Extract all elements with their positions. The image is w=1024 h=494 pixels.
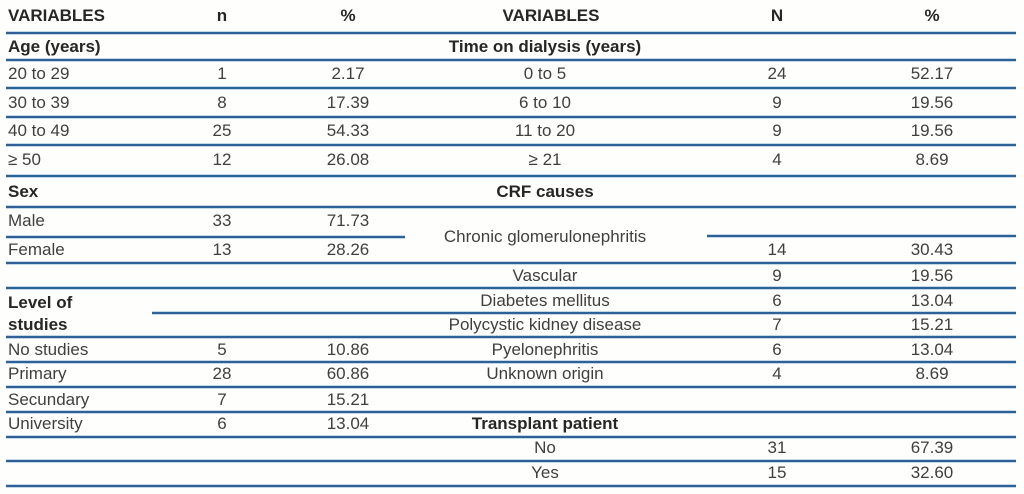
row-label: Diabetes mellitus [480, 291, 610, 310]
row-label: Female [8, 240, 65, 259]
cell-n: 14 [767, 240, 787, 259]
row-label: Polycystic kidney disease [448, 315, 642, 334]
row-label: 20 to 29 [8, 64, 70, 83]
cell-n: 12 [212, 150, 232, 169]
table-rule [6, 436, 1016, 438]
table-rule-partial-left [6, 236, 405, 238]
section-title-studies: Level of studies [8, 293, 73, 334]
cell-n: 4 [772, 150, 782, 169]
section-title-transplant: Transplant patient [471, 414, 619, 433]
cell-pct: 13.04 [326, 414, 370, 433]
cell-n: 13 [212, 240, 232, 259]
table-rule [6, 116, 1016, 118]
cell-n: 6 [217, 414, 227, 433]
table-rule [6, 460, 1016, 462]
cell-pct: 30.43 [910, 240, 954, 259]
section-title-dialysis: Time on dialysis (years) [448, 37, 642, 56]
cell-pct: 13.04 [910, 291, 954, 310]
row-label: 11 to 20 [514, 121, 576, 140]
cell-pct: 52.17 [910, 64, 954, 83]
right-col-header-variables: VARIABLES [502, 6, 600, 25]
table-rule [6, 411, 1016, 413]
row-label: No [534, 438, 556, 457]
cell-pct: 67.39 [910, 438, 954, 457]
cell-n: 15 [767, 463, 787, 482]
row-label: ≥ 50 [8, 150, 41, 169]
cell-n: 1 [217, 64, 227, 83]
row-label: 0 to 5 [523, 64, 567, 83]
cell-pct: 28.26 [326, 240, 370, 259]
section-title-sex: Sex [8, 182, 39, 201]
row-label: University [8, 414, 83, 433]
cell-n: 6 [772, 291, 782, 310]
row-label: ≥ 21 [528, 150, 562, 169]
cell-n: 7 [772, 315, 782, 334]
cell-n: 5 [217, 340, 227, 359]
cell-n: 31 [767, 438, 787, 457]
cell-pct: 19.56 [910, 121, 954, 140]
cell-n: 6 [772, 340, 782, 359]
cell-n: 24 [767, 64, 787, 83]
right-col-header-n: N [770, 6, 784, 25]
cell-pct: 2.17 [331, 64, 365, 83]
row-label: Unknown origin [486, 364, 604, 383]
row-label: 40 to 49 [8, 121, 70, 140]
row-label: No studies [8, 340, 89, 359]
cell-pct: 10.86 [326, 340, 370, 359]
row-label: 30 to 39 [8, 93, 70, 112]
cell-pct: 13.04 [910, 340, 954, 359]
table-rule [6, 361, 1016, 363]
table-rule [6, 87, 1016, 89]
cell-pct: 71.73 [326, 211, 370, 230]
cell-n: 9 [772, 121, 782, 140]
cell-n: 28 [212, 364, 232, 383]
cell-pct: 19.56 [910, 266, 954, 285]
cell-n: 9 [772, 93, 782, 112]
cell-pct: 8.69 [915, 150, 949, 169]
cell-n: 4 [772, 364, 782, 383]
cell-pct: 15.21 [326, 390, 370, 409]
left-col-header-variables: VARIABLES [8, 6, 105, 25]
table-rule [6, 485, 1016, 487]
section-title-age: Age (years) [8, 37, 101, 56]
table-rule-partial-right [152, 312, 1016, 314]
table-rule [6, 59, 1016, 61]
table-rule [6, 287, 1016, 289]
cell-pct: 60.86 [326, 364, 370, 383]
table-rule-partial-right [707, 235, 1016, 237]
cell-n: 7 [217, 390, 227, 409]
row-label: Vascular [512, 266, 578, 285]
cell-n: 33 [212, 211, 232, 230]
left-col-header-n: n [216, 6, 228, 25]
row-label: Yes [531, 463, 559, 482]
row-label: Male [8, 211, 45, 230]
table-rule [6, 386, 1016, 388]
cell-pct: 19.56 [910, 93, 954, 112]
cell-pct: 32.60 [910, 463, 954, 482]
section-title-crf: CRF causes [496, 182, 594, 201]
cell-pct: 26.08 [326, 150, 370, 169]
left-col-header-pct: % [340, 6, 356, 25]
cell-pct: 8.69 [915, 364, 949, 383]
cell-pct: 54.33 [326, 121, 370, 140]
cell-n: 25 [212, 121, 232, 140]
row-label: 6 to 10 [519, 93, 571, 112]
row-label: Pyelonephritis [491, 340, 599, 359]
right-col-header-pct: % [924, 6, 940, 25]
cell-pct: 15.21 [910, 315, 954, 334]
row-label: Primary [8, 364, 67, 383]
cell-pct: 17.39 [326, 93, 370, 112]
table-rule [6, 175, 1016, 177]
table-rule [6, 206, 1016, 208]
cell-n: 9 [772, 266, 782, 285]
table-rule [6, 32, 1016, 34]
table-rule [6, 262, 1016, 264]
row-label: Secundary [8, 390, 90, 409]
table-rule [6, 336, 1016, 338]
cell-n: 8 [217, 93, 227, 112]
table-rule [6, 144, 1016, 146]
row-label-merged: Chronic glomerulonephritis [443, 227, 647, 246]
